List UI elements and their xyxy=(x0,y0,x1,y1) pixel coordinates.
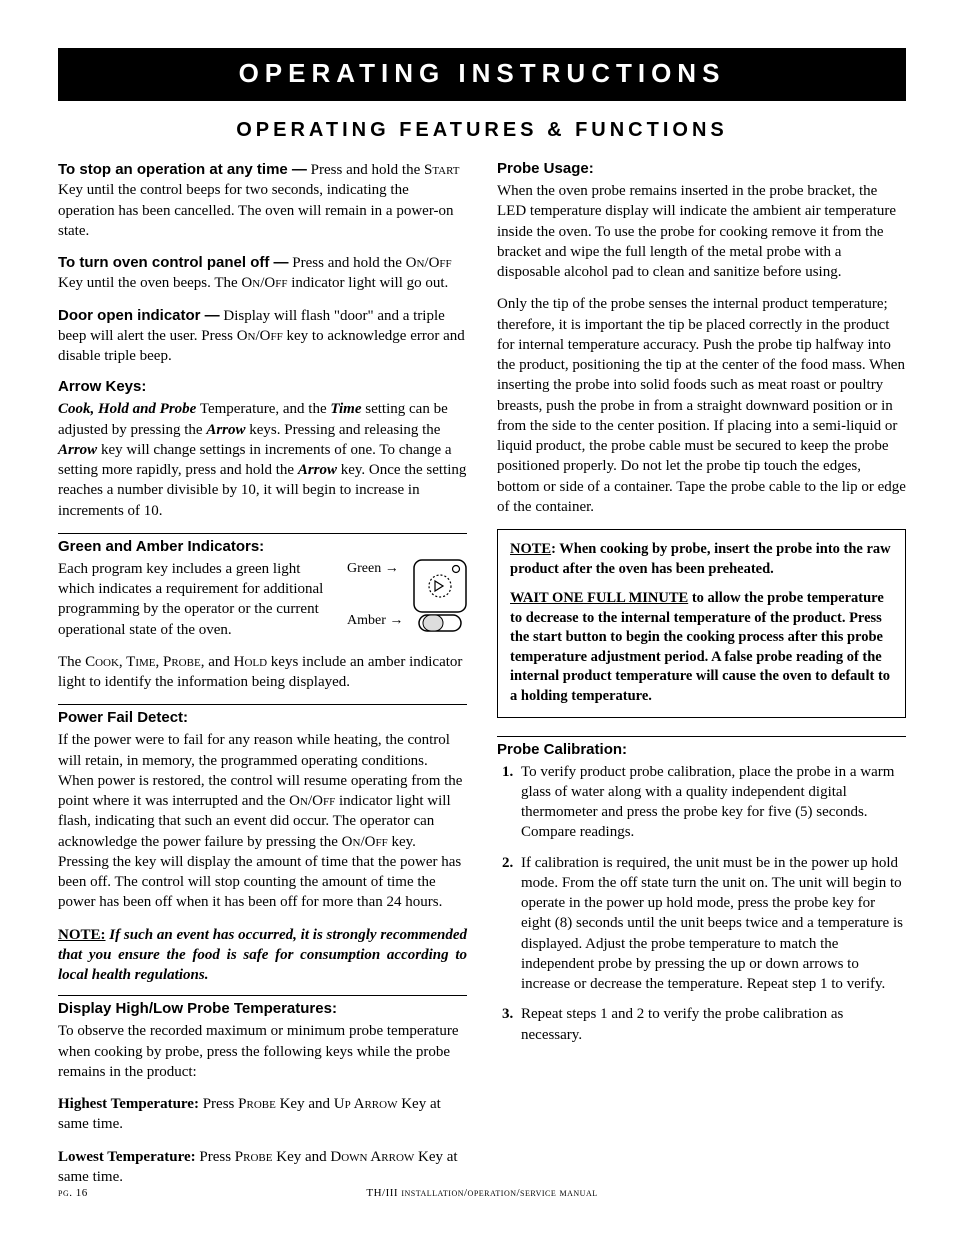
page-title-banner: OPERATING INSTRUCTIONS xyxy=(58,48,906,101)
page: OPERATING INSTRUCTIONS OPERATING FEATURE… xyxy=(0,0,954,1235)
keypad-icon xyxy=(413,559,467,633)
indicator-figure: Green → Amber → xyxy=(347,559,467,637)
paragraph-power-fail: If the power were to fail for any reason… xyxy=(58,730,467,912)
label-green: Green → xyxy=(347,561,399,577)
heading-green-amber: Green and Amber Indicators: xyxy=(58,533,467,555)
paragraph-highest-temp: Highest Temperature: Press Probe Key and… xyxy=(58,1094,467,1135)
two-column-layout: To stop an operation at any time — Press… xyxy=(58,160,906,1199)
paragraph-probe-usage-2: Only the tip of the probe senses the int… xyxy=(497,294,906,517)
paragraph-arrow-keys: Cook, Hold and Probe Temperature, and th… xyxy=(58,399,467,521)
calibration-list: To verify product probe calibration, pla… xyxy=(497,762,906,1045)
manual-title: TH/III installation/operation/service ma… xyxy=(58,1187,906,1199)
lead-in: To stop an operation at any time — xyxy=(58,161,307,178)
heading-power-fail: Power Fail Detect: xyxy=(58,704,467,726)
right-column: Probe Usage: When the oven probe remains… xyxy=(497,160,906,1199)
label-amber: Amber → xyxy=(347,613,403,629)
lead-in: To turn oven control panel off — xyxy=(58,254,289,271)
note-box: NOTE: When cooking by probe, insert the … xyxy=(497,529,906,718)
paragraph-door-open: Door open indicator — Display will flash… xyxy=(58,306,467,367)
paragraph-probe-usage-1: When the oven probe remains inserted in … xyxy=(497,181,906,282)
left-column: To stop an operation at any time — Press… xyxy=(58,160,467,1199)
section-heading: OPERATING FEATURES & FUNCTIONS xyxy=(58,119,906,142)
paragraph-green-amber: Each program key includes a green light … xyxy=(58,559,335,640)
page-footer: pg. 16 TH/III installation/operation/ser… xyxy=(58,1187,906,1199)
list-item: Repeat steps 1 and 2 to verify the probe… xyxy=(517,1004,906,1045)
paragraph-amber-keys: The Cook, Time, Probe, and Hold keys inc… xyxy=(58,652,467,693)
heading-probe-calibration: Probe Calibration: xyxy=(497,736,906,758)
paragraph-lowest-temp: Lowest Temperature: Press Probe Key and … xyxy=(58,1147,467,1188)
note-power-fail: NOTE: If such an event has occurred, it … xyxy=(58,925,467,986)
heading-probe-usage: Probe Usage: xyxy=(497,160,906,177)
indicator-figure-wrap: Each program key includes a green light … xyxy=(58,559,467,652)
lead-in: Door open indicator — xyxy=(58,307,220,324)
heading-high-low: Display High/Low Probe Temperatures: xyxy=(58,995,467,1017)
paragraph-high-low-intro: To observe the recorded maximum or minim… xyxy=(58,1021,467,1082)
note-prefix: NOTE: xyxy=(58,927,106,943)
note-box-para-1: NOTE: When cooking by probe, insert the … xyxy=(510,540,893,579)
heading-arrow-keys: Arrow Keys: xyxy=(58,378,467,395)
paragraph-stop-operation: To stop an operation at any time — Press… xyxy=(58,160,467,241)
note-box-para-2: WAIT ONE FULL MINUTE to allow the probe … xyxy=(510,589,893,706)
paragraph-panel-off: To turn oven control panel off — Press a… xyxy=(58,253,467,294)
list-item: If calibration is required, the unit mus… xyxy=(517,853,906,995)
list-item: To verify product probe calibration, pla… xyxy=(517,762,906,843)
